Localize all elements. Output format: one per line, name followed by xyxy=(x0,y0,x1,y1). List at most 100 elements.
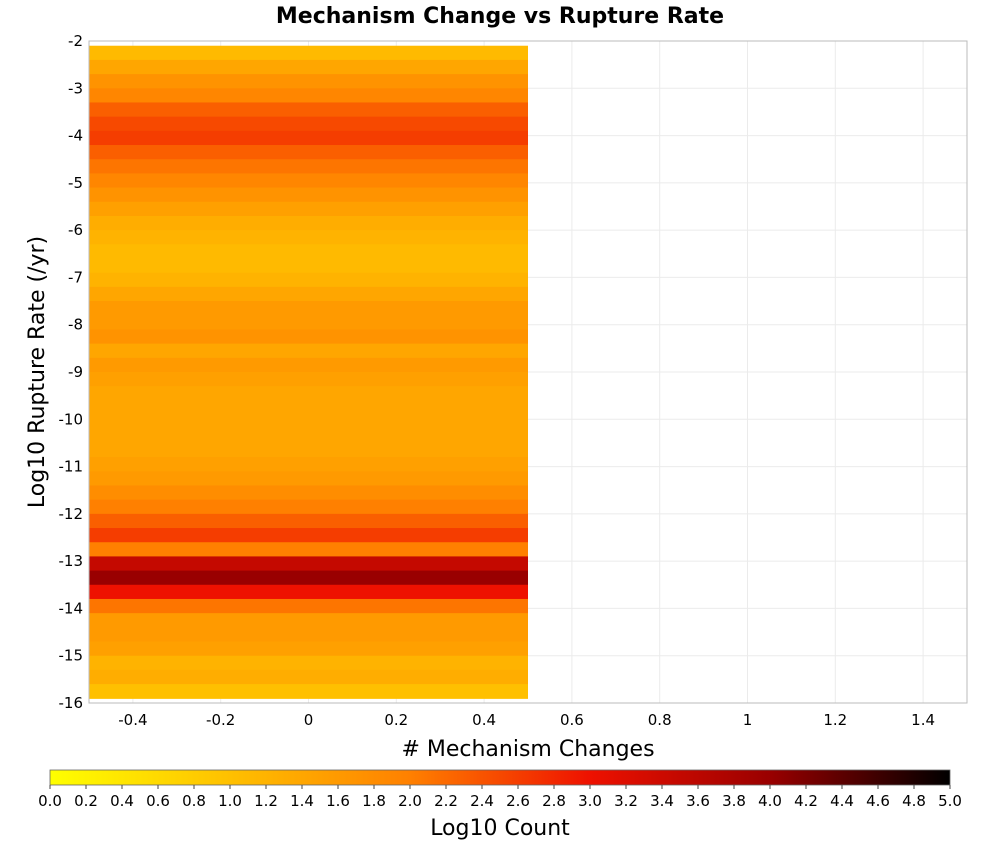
colorbar-tick-label: 2.8 xyxy=(542,792,566,810)
heatmap-cell xyxy=(89,655,528,671)
heatmap-cell xyxy=(89,556,528,572)
heatmap-cell xyxy=(89,570,528,586)
colorbar-tick-label: 1.6 xyxy=(326,792,350,810)
heatmap-cell xyxy=(89,201,528,217)
colorbar-tick-label: 0.2 xyxy=(74,792,98,810)
y-tick-label: -16 xyxy=(59,694,84,712)
colorbar-tick-label: 1.2 xyxy=(254,792,278,810)
colorbar-tick-label: 0.6 xyxy=(146,792,170,810)
heatmap-cell xyxy=(89,258,528,274)
colorbar-tick-label: 4.0 xyxy=(758,792,782,810)
heatmap-cell xyxy=(89,372,528,387)
colorbar-tick-label: 4.8 xyxy=(902,792,926,810)
heatmap-cell xyxy=(89,116,528,132)
x-tick-label: -0.2 xyxy=(206,711,235,729)
x-tick-label: 0.8 xyxy=(648,711,672,729)
heatmap-cell xyxy=(89,88,528,104)
heatmap-cell xyxy=(89,428,528,444)
heatmap-cell xyxy=(89,215,528,231)
heatmap-cell xyxy=(89,613,528,628)
colorbar-tick-label: 2.2 xyxy=(434,792,458,810)
colorbar-tick-label: 3.6 xyxy=(686,792,710,810)
y-tick-label: -7 xyxy=(68,268,83,286)
heatmap-cell xyxy=(89,315,528,331)
colorbar xyxy=(49,769,951,786)
colorbar-ticks: 0.0 0.2 0.4 0.6 0.8 1.0 1.2 1.4 1.6 1.8 2.0 2.2 2.4 2… xyxy=(38,785,962,810)
colorbar-tick-label: 0.4 xyxy=(110,792,134,810)
heatmap-cell xyxy=(89,542,528,558)
y-tick-label: -10 xyxy=(59,410,84,428)
heatmap-cell xyxy=(89,528,528,543)
heatmap-cell xyxy=(89,627,528,643)
heatmap-cell xyxy=(89,329,528,345)
colorbar-tick-label: 2.0 xyxy=(398,792,422,810)
heatmap-cell xyxy=(89,684,528,699)
y-tick-label: -5 xyxy=(68,174,83,192)
colorbar-tick-label: 4.4 xyxy=(830,792,854,810)
y-tick-label: -6 xyxy=(68,221,83,239)
heatmap-cell xyxy=(89,457,528,472)
heatmap-cell xyxy=(89,641,528,657)
heatmap-cell xyxy=(89,471,528,487)
y-tick-label: -2 xyxy=(68,32,83,50)
y-tick-labels: -2 -3 -4 -5 -6 -7 -8 -9 -10 -11 -12 -13 -14 -15 -16 xyxy=(59,32,84,712)
heatmap-cell xyxy=(89,102,528,118)
heatmap-cell xyxy=(89,74,528,89)
heatmap-cells xyxy=(89,45,528,699)
heatmap-cell xyxy=(89,244,528,260)
y-tick-label: -15 xyxy=(59,647,84,665)
heatmap-cell xyxy=(89,499,528,515)
y-tick-label: -13 xyxy=(59,552,84,570)
y-tick-label: -3 xyxy=(68,79,83,97)
heatmap-cell xyxy=(89,357,528,373)
colorbar-tick-label: 1.0 xyxy=(218,792,242,810)
colorbar-tick-label: 0.0 xyxy=(38,792,62,810)
y-tick-label: -4 xyxy=(68,127,83,145)
x-axis-label: # Mechanism Changes xyxy=(401,737,654,762)
heatmap-cell xyxy=(89,45,528,61)
colorbar-tick-label: 3.4 xyxy=(650,792,674,810)
x-tick-label: 0.4 xyxy=(472,711,496,729)
colorbar-tick-label: 5.0 xyxy=(938,792,962,810)
x-tick-label: 0 xyxy=(304,711,314,729)
y-tick-label: -12 xyxy=(59,505,84,523)
heatmap-cell xyxy=(89,187,528,203)
heatmap-cell xyxy=(89,414,528,430)
heatmap-cell xyxy=(89,513,528,529)
colorbar-tick-label: 1.4 xyxy=(290,792,314,810)
colorbar-tick-label: 1.8 xyxy=(362,792,386,810)
x-tick-label: 1.2 xyxy=(823,711,847,729)
colorbar-tick-label: 3.2 xyxy=(614,792,638,810)
colorbar-tick-label: 4.2 xyxy=(794,792,818,810)
heatmap-cell xyxy=(89,145,528,160)
colorbar-tick-label: 2.6 xyxy=(506,792,530,810)
heatmap-cell xyxy=(89,442,528,458)
x-tick-label: 1.4 xyxy=(911,711,935,729)
heatmap-cell xyxy=(89,386,528,401)
heatmap-cell xyxy=(89,272,528,288)
colorbar-tick-label: 2.4 xyxy=(470,792,494,810)
heatmap-cell xyxy=(89,286,528,302)
heatmap-cell xyxy=(89,584,528,600)
colorbar-label: Log10 Count xyxy=(430,816,570,841)
heatmap-cell xyxy=(89,230,528,245)
y-tick-label: -8 xyxy=(68,316,83,334)
heatmap-cell xyxy=(89,669,528,685)
heatmap-cell xyxy=(89,400,528,416)
y-tick-label: -14 xyxy=(59,599,84,617)
plot-border xyxy=(88,40,968,704)
heatmap-cell xyxy=(89,130,528,146)
chart-title: Mechanism Change vs Rupture Rate xyxy=(276,4,724,29)
heatmap-cell xyxy=(89,59,528,75)
x-tick-label: -0.4 xyxy=(118,711,147,729)
heatmap-cell xyxy=(89,598,528,614)
x-tick-label: 0.6 xyxy=(560,711,584,729)
y-tick-label: -9 xyxy=(68,363,83,381)
heatmap-cell xyxy=(89,343,528,359)
heatmap-cell xyxy=(89,173,528,189)
heatmap-cell xyxy=(89,301,528,316)
x-tick-label: 0.2 xyxy=(384,711,408,729)
colorbar-tick-label: 3.8 xyxy=(722,792,746,810)
colorbar-tick-label: 0.8 xyxy=(182,792,206,810)
